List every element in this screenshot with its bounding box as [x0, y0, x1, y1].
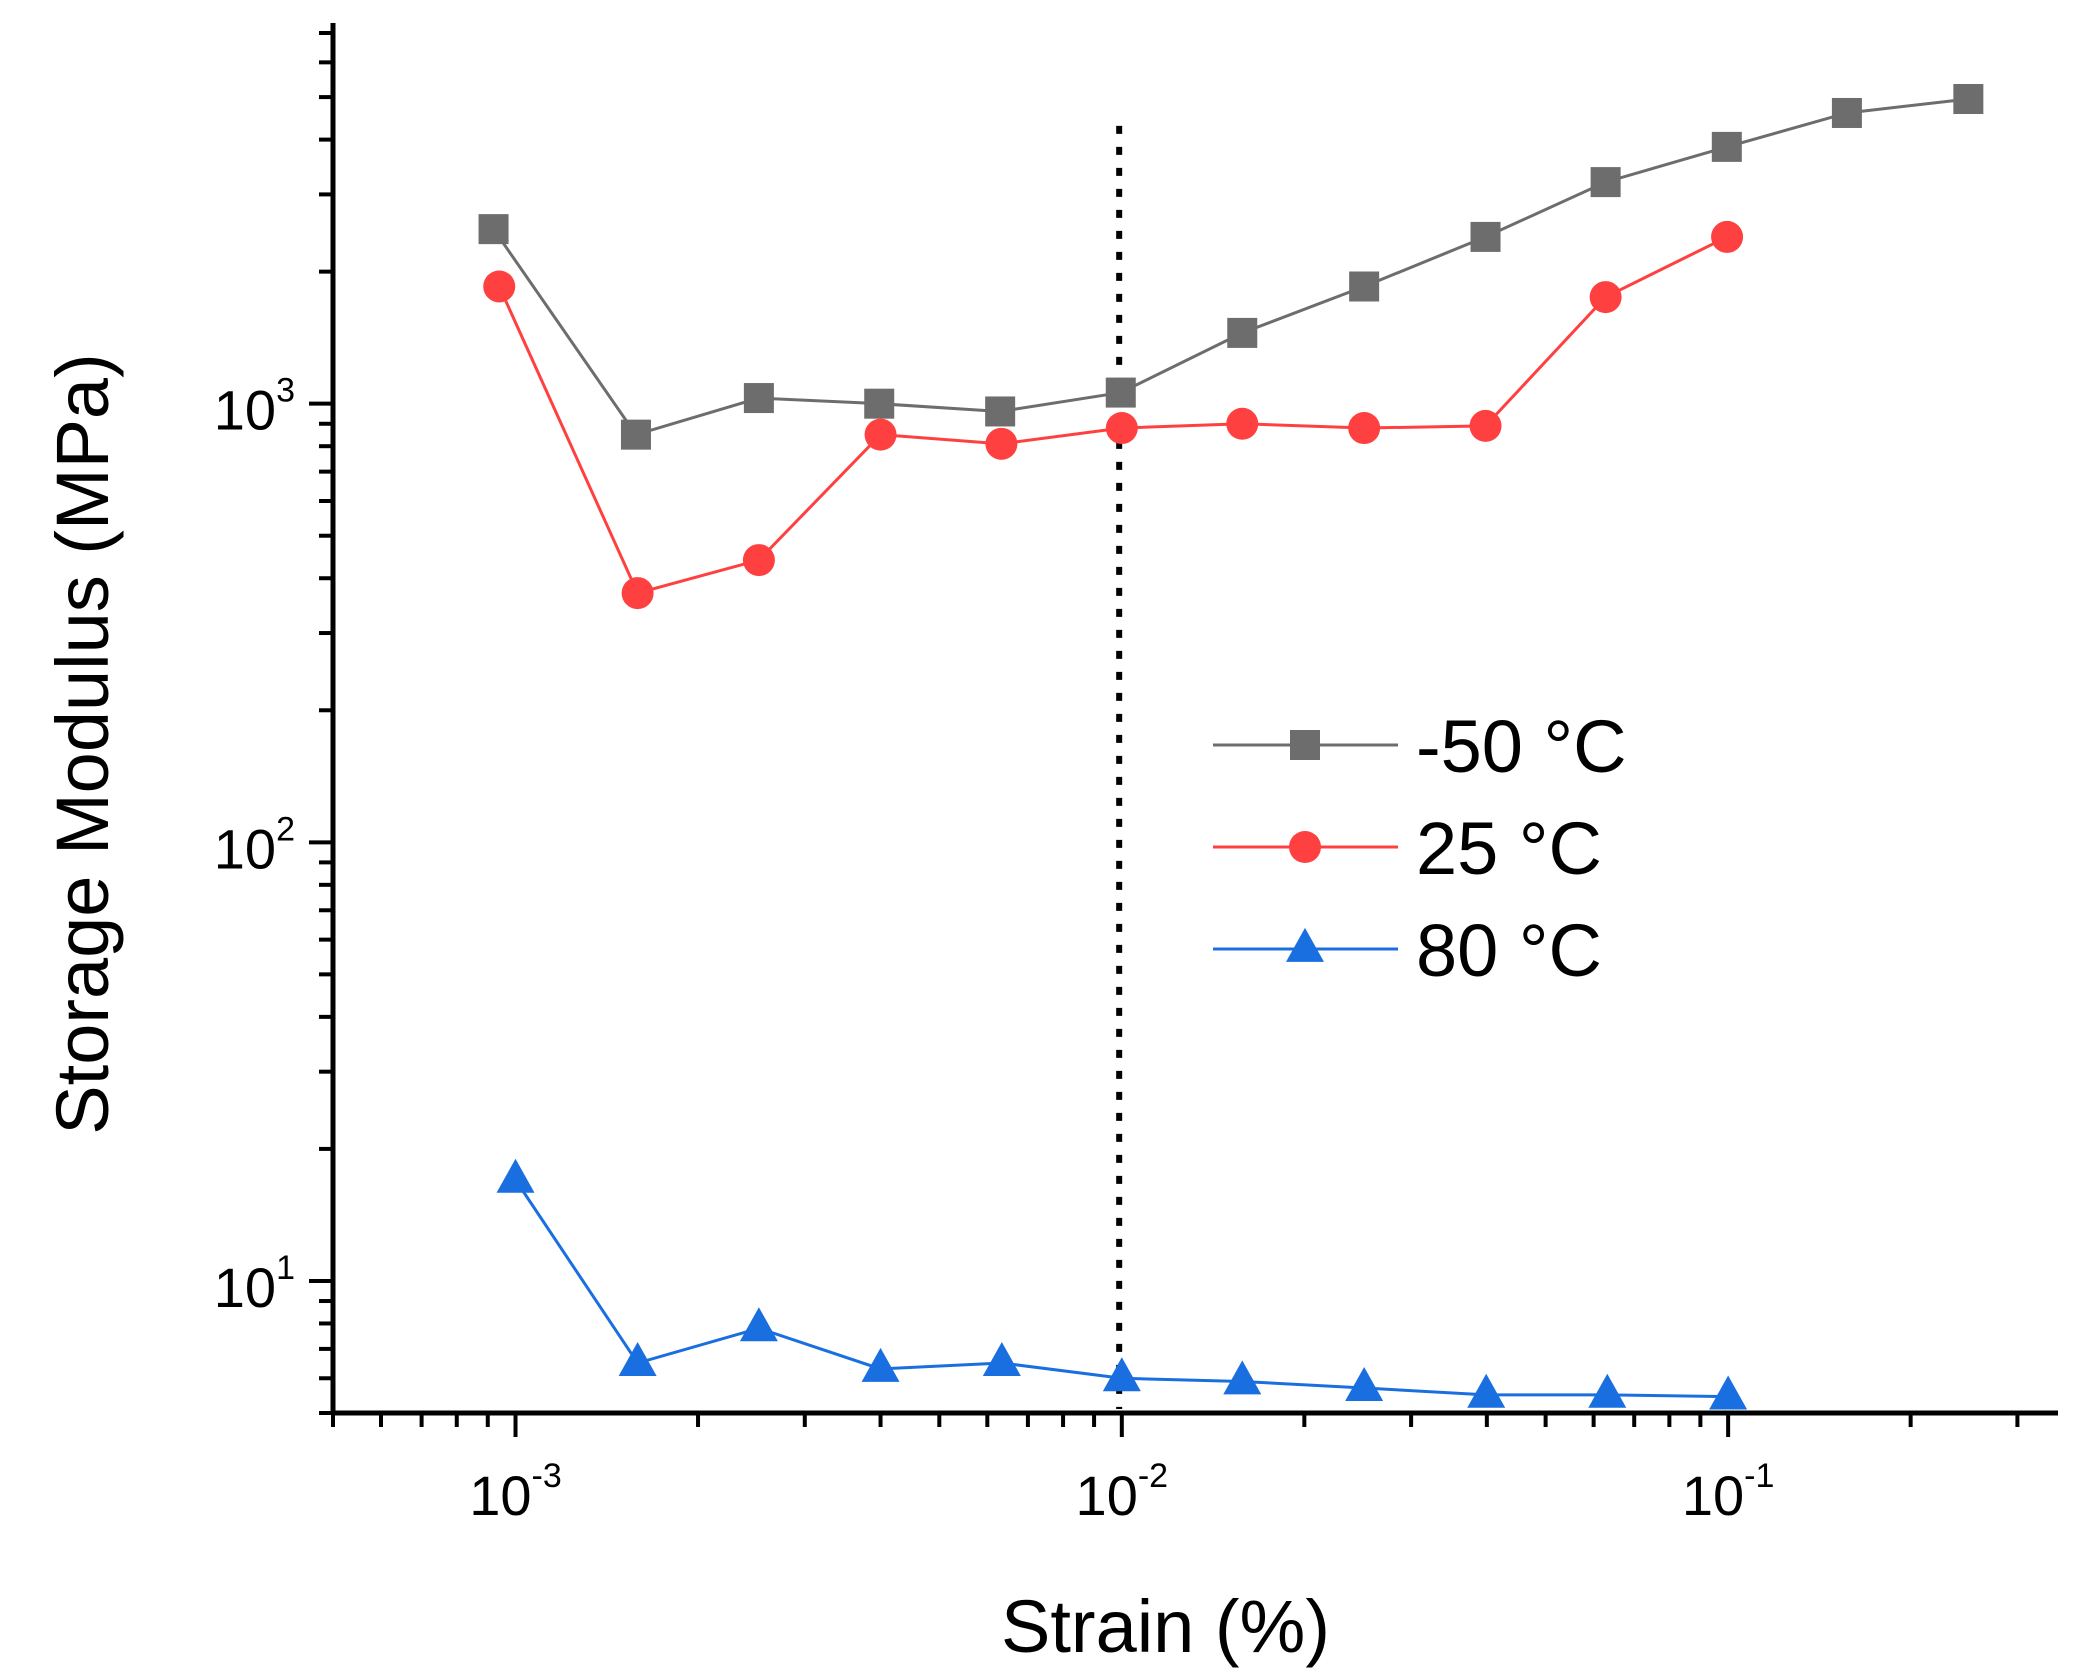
data-point — [1711, 220, 1744, 253]
x-tick-label: 10-2 — [1076, 1457, 1169, 1527]
data-point — [1348, 412, 1381, 445]
data-point — [1345, 1366, 1384, 1401]
data-point — [483, 270, 516, 303]
legend-marker — [1286, 927, 1324, 962]
data-point — [621, 577, 654, 610]
data-point — [742, 544, 775, 577]
data-point — [1349, 271, 1380, 302]
data-point — [620, 419, 651, 450]
data-point — [1709, 1375, 1748, 1410]
data-point — [1467, 1373, 1506, 1408]
series-layer — [478, 84, 1984, 1410]
x-axis-title: Strain (%) — [1001, 1585, 1330, 1668]
legend-label: 80 °C — [1416, 909, 1602, 992]
data-point — [861, 1347, 900, 1382]
legend-marker — [1290, 730, 1320, 760]
y-tick-label: 103 — [214, 372, 295, 442]
data-point — [1589, 281, 1622, 314]
data-point — [1223, 1360, 1262, 1395]
x-tick-label: 10-3 — [469, 1457, 562, 1527]
data-point — [985, 427, 1018, 460]
ticks: 10-3 10-2 10-1 101 102 103 — [214, 30, 2020, 1527]
series-0 — [478, 84, 1984, 450]
data-point — [743, 383, 774, 414]
data-point — [1588, 1373, 1627, 1408]
legend-item: 80 °C — [1213, 909, 1602, 992]
data-point — [1105, 412, 1138, 445]
data-point — [985, 396, 1016, 427]
data-point — [982, 1341, 1021, 1376]
series-line — [492, 97, 1969, 437]
legend-item: -50 °C — [1213, 705, 1627, 788]
y-tick-label: 101 — [214, 1249, 295, 1319]
data-point — [1227, 317, 1258, 348]
axes — [330, 23, 2058, 1416]
data-point — [496, 1158, 535, 1193]
data-point — [1953, 84, 1984, 115]
data-point — [1470, 221, 1501, 252]
data-point — [1226, 407, 1259, 440]
legend-item: 25 °C — [1213, 807, 1602, 890]
legend-marker — [1289, 831, 1321, 863]
y-tick-label: 102 — [214, 810, 295, 880]
data-point — [1711, 131, 1742, 162]
x-tick-label: 10-1 — [1682, 1457, 1775, 1527]
legend-label: -50 °C — [1416, 705, 1627, 788]
data-point — [1590, 167, 1621, 198]
data-point — [478, 214, 509, 245]
series-2 — [496, 1158, 1748, 1410]
legend: -50 °C 25 °C 80 °C — [1213, 705, 1627, 992]
y-axis-title: Storage Modulus (MPa) — [41, 353, 124, 1134]
data-point — [864, 388, 895, 419]
legend-label: 25 °C — [1416, 807, 1602, 890]
data-point — [864, 418, 897, 451]
data-point — [739, 1307, 778, 1342]
data-point — [618, 1341, 657, 1376]
data-point — [1105, 377, 1136, 408]
data-point — [1469, 409, 1502, 442]
series-1 — [483, 220, 1744, 610]
data-point — [1102, 1357, 1141, 1392]
data-point — [1831, 97, 1862, 128]
